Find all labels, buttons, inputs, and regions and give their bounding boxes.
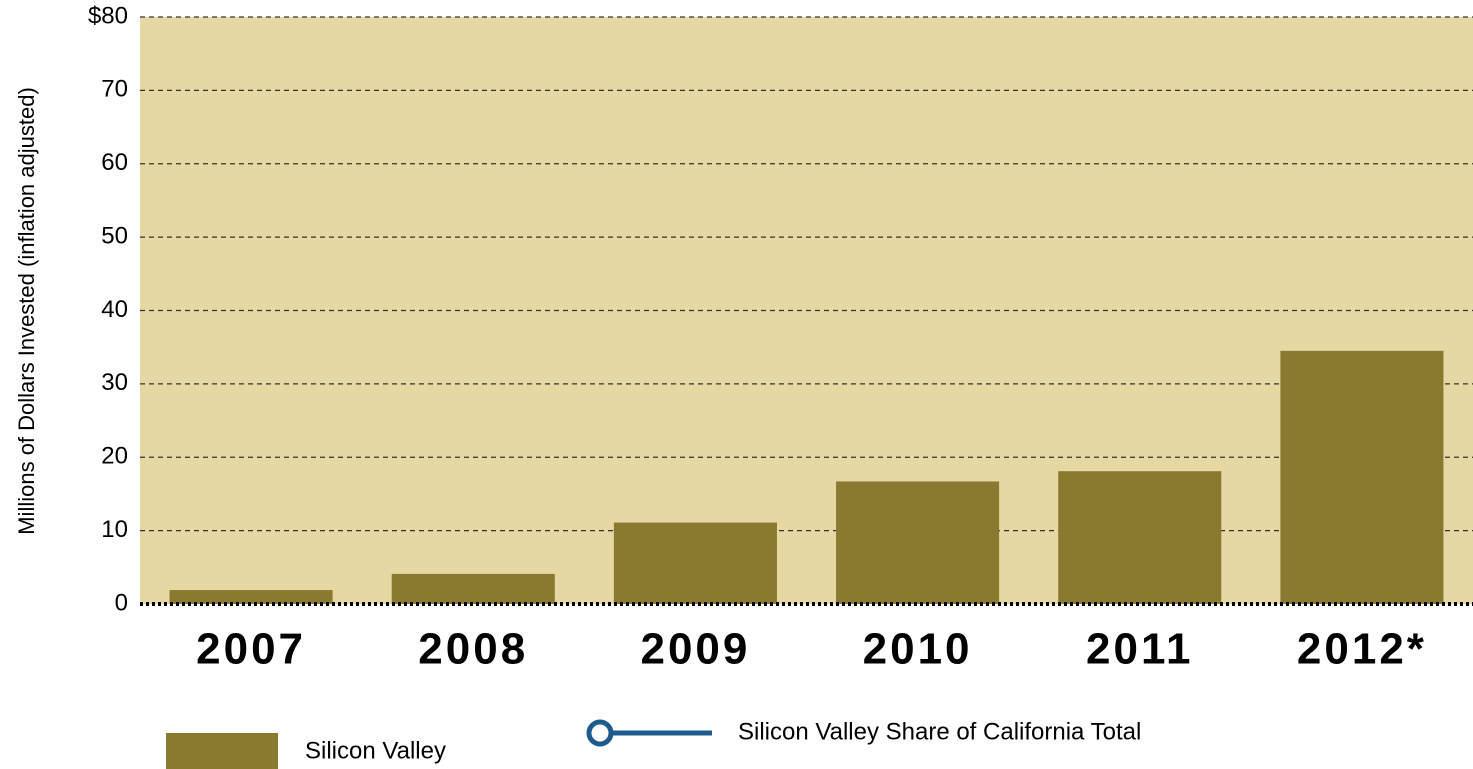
y-axis-label: Millions of Dollars Invested (inflation … [14, 87, 39, 535]
x-tick-label: 2008 [418, 625, 528, 674]
legend-marker [586, 719, 614, 747]
y-tick-label: 60 [101, 149, 128, 176]
bar [391, 573, 555, 604]
y-tick-label: 40 [101, 296, 128, 323]
legend-swatch [166, 733, 278, 769]
y-tick-label: 30 [101, 369, 128, 396]
x-tick-label: 2010 [863, 625, 973, 674]
y-tick-label: 50 [101, 222, 128, 249]
bar [169, 590, 333, 604]
y-tick-label: 70 [101, 76, 128, 103]
y-tick-label: 0 [115, 589, 128, 616]
legend-label: Silicon Valley [305, 737, 446, 764]
x-tick-label: 2009 [640, 625, 750, 674]
bar [836, 481, 1000, 604]
y-tick-label: $80 [88, 2, 128, 29]
legend-label: Silicon Valley Share of California Total [738, 718, 1141, 745]
x-tick-label: 2007 [196, 625, 306, 674]
bar [1058, 471, 1222, 604]
y-tick-label: 20 [101, 443, 128, 470]
bar [613, 522, 777, 604]
y-tick-label: 10 [101, 516, 128, 543]
x-tick-label: 2012* [1297, 625, 1427, 674]
x-tick-label: 2011 [1086, 625, 1193, 674]
bar [1280, 350, 1444, 604]
